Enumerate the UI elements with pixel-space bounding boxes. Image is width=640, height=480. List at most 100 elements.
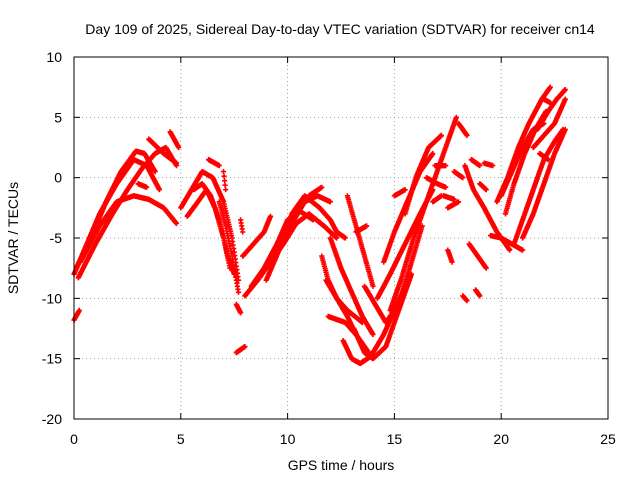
data-point bbox=[319, 184, 325, 190]
series-35 bbox=[402, 132, 444, 217]
series-42 bbox=[440, 193, 457, 202]
series-6 bbox=[146, 136, 180, 166]
data-point bbox=[220, 169, 227, 175]
data-point bbox=[490, 163, 496, 169]
series-27 bbox=[344, 193, 376, 289]
data-point bbox=[562, 96, 568, 102]
series-37 bbox=[391, 187, 408, 199]
data-point bbox=[370, 331, 376, 338]
data-point bbox=[507, 247, 513, 253]
series-5 bbox=[71, 307, 82, 323]
series-62 bbox=[537, 150, 551, 163]
x-tick-label: 0 bbox=[70, 431, 78, 447]
series-47 bbox=[477, 181, 489, 193]
data-point bbox=[152, 169, 158, 175]
series-12 bbox=[206, 157, 222, 169]
data-point bbox=[238, 310, 244, 316]
data-point bbox=[545, 157, 551, 163]
y-tick-label: -5 bbox=[50, 230, 63, 246]
y-tick-label: -20 bbox=[42, 411, 62, 427]
data-point bbox=[402, 187, 408, 193]
data-point bbox=[267, 213, 274, 219]
data-point bbox=[562, 87, 568, 93]
series-40 bbox=[445, 199, 462, 211]
x-tick-label: 25 bbox=[600, 431, 616, 447]
data-point bbox=[342, 235, 348, 241]
data-point bbox=[222, 178, 228, 184]
data-point bbox=[334, 235, 340, 241]
series-18 bbox=[240, 213, 274, 259]
data-point bbox=[216, 163, 222, 169]
data-point bbox=[221, 173, 227, 179]
data-point bbox=[443, 163, 449, 169]
series-39 bbox=[432, 163, 449, 169]
series-61 bbox=[541, 96, 553, 106]
chart-title: Day 109 of 2025, Sidereal Day-to-day VTE… bbox=[85, 21, 595, 37]
series-43 bbox=[451, 169, 466, 181]
series-7 bbox=[167, 129, 182, 151]
data-point bbox=[483, 187, 489, 193]
series-21 bbox=[263, 193, 348, 283]
data-point bbox=[460, 175, 466, 181]
data-point bbox=[144, 184, 150, 190]
data-point bbox=[240, 229, 246, 235]
data-point bbox=[156, 187, 162, 193]
data-point bbox=[430, 150, 436, 157]
axis-ticks bbox=[73, 56, 609, 420]
x-tick-label: 20 bbox=[493, 431, 509, 447]
series-23 bbox=[306, 184, 325, 199]
data-point bbox=[520, 247, 526, 253]
data-marks bbox=[71, 84, 568, 367]
y-tick-label: -15 bbox=[42, 351, 62, 367]
x-axis-tick-labels: 0 5 10 15 20 25 bbox=[70, 431, 616, 447]
series-54 bbox=[494, 84, 553, 205]
series-22 bbox=[280, 211, 340, 247]
data-point bbox=[173, 220, 180, 227]
series-50 bbox=[445, 247, 455, 265]
series-36 bbox=[353, 223, 370, 235]
series-24 bbox=[319, 253, 365, 326]
data-point bbox=[235, 289, 242, 295]
x-tick-label: 15 bbox=[387, 431, 403, 447]
x-tick-label: 5 bbox=[177, 431, 185, 447]
series-38 bbox=[423, 175, 449, 190]
series-17 bbox=[233, 344, 248, 356]
series-16 bbox=[233, 301, 244, 316]
series-51 bbox=[460, 293, 470, 304]
series-13 bbox=[216, 199, 242, 295]
data-point bbox=[176, 144, 182, 151]
series-31 bbox=[361, 223, 425, 326]
series-9 bbox=[178, 169, 242, 283]
data-point bbox=[562, 126, 568, 132]
series-44 bbox=[455, 120, 470, 138]
data-point bbox=[453, 114, 459, 120]
data-point bbox=[451, 196, 457, 202]
series-53 bbox=[487, 233, 526, 253]
y-axis-label: SDTVAR / TECUs bbox=[5, 182, 21, 294]
series-15 bbox=[238, 217, 246, 235]
data-point bbox=[547, 84, 553, 90]
data-point bbox=[327, 199, 333, 205]
x-axis-label: GPS time / hours bbox=[288, 457, 395, 473]
data-point bbox=[222, 182, 228, 188]
data-point bbox=[76, 307, 82, 313]
series-14 bbox=[220, 169, 229, 193]
series-46 bbox=[481, 160, 496, 169]
data-point bbox=[449, 259, 455, 265]
series-58 bbox=[520, 126, 568, 241]
series-59 bbox=[534, 87, 568, 132]
y-tick-label: 0 bbox=[54, 170, 62, 186]
series-52 bbox=[473, 287, 483, 299]
series-26 bbox=[327, 235, 376, 338]
data-point bbox=[477, 293, 483, 299]
series-8 bbox=[135, 181, 150, 190]
series-49 bbox=[466, 241, 489, 271]
x-tick-label: 10 bbox=[280, 431, 296, 447]
data-point bbox=[223, 187, 229, 193]
series-60 bbox=[530, 96, 568, 151]
data-point bbox=[364, 223, 370, 229]
series-4 bbox=[77, 193, 180, 265]
data-point bbox=[370, 283, 376, 289]
